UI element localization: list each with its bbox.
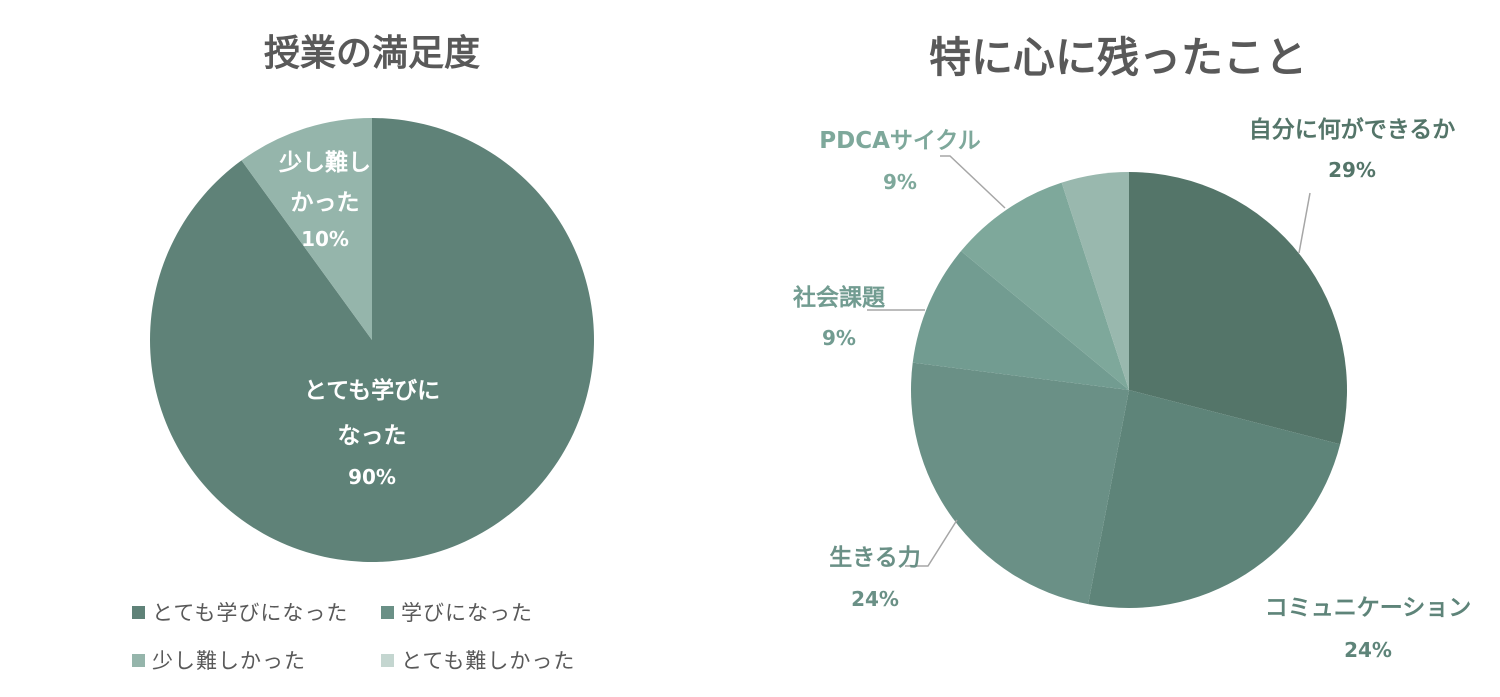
slice-0-percent: 90% xyxy=(348,465,396,489)
slice-0-label-line-1: とても学びに xyxy=(304,377,440,404)
impression-slice-3 xyxy=(912,251,1129,390)
legend-swatch-1 xyxy=(381,606,394,619)
impression-slice-5 xyxy=(1061,172,1129,390)
pct-communication: 24% xyxy=(1344,638,1392,662)
legend-label-1: 学びになった xyxy=(401,601,533,625)
satisfaction-slices xyxy=(150,118,594,562)
legend-item-2: 少し難しかった xyxy=(132,649,306,673)
pct-shakai: 9% xyxy=(822,326,856,350)
label-jibun: 自分に何ができるか xyxy=(1249,116,1456,143)
impression-label-2: 生きる力 24% xyxy=(829,545,921,611)
impression-slice-0 xyxy=(1129,172,1347,445)
legend-item-3: とても難しかった xyxy=(381,649,575,673)
impression-slice-1 xyxy=(1088,390,1341,608)
legend-item-0: とても学びになった xyxy=(132,601,348,625)
label-ikiru: 生きる力 xyxy=(829,545,921,571)
legend-item-1: 学びになった xyxy=(381,601,533,625)
slice-0-label-line-2: なった xyxy=(338,423,407,449)
impression-chart-title: 特に心に残ったこと xyxy=(929,33,1307,82)
pct-jibun: 29% xyxy=(1328,158,1376,182)
leader-line-2 xyxy=(905,519,958,567)
impression-slices xyxy=(910,172,1347,608)
satisfaction-legend: とても学びになった 学びになった 少し難しかった とても難しかった xyxy=(132,601,575,673)
impression-slice-4 xyxy=(961,182,1129,390)
leader-line-4 xyxy=(940,155,1006,209)
satisfaction-slice-label-1: 少し難し かった 10% xyxy=(278,149,371,251)
legend-label-3: とても難しかった xyxy=(401,649,575,673)
pct-pdca: 9% xyxy=(883,170,917,194)
impression-leader-lines xyxy=(867,155,1311,567)
impression-slice-2 xyxy=(910,362,1129,605)
slice-1-label-line-1: 少し難し xyxy=(278,149,371,176)
pct-ikiru: 24% xyxy=(851,587,899,611)
impression-label-3: 社会課題 9% xyxy=(793,284,886,350)
impression-chart: 特に心に残ったこと 自分に何ができるか 29% コミュニケーション 24% 生き… xyxy=(793,33,1471,662)
legend-swatch-0 xyxy=(132,606,145,619)
slice-1-label-line-2: かった xyxy=(291,190,360,216)
satisfaction-slice-label-0: とても学びに なった 90% xyxy=(304,377,440,489)
satisfaction-chart-title: 授業の満足度 xyxy=(264,33,480,74)
label-shakai: 社会課題 xyxy=(793,284,886,311)
leader-line-0 xyxy=(1298,192,1311,254)
impression-label-0: 自分に何ができるか 29% xyxy=(1249,116,1456,182)
legend-swatch-3 xyxy=(381,654,394,667)
legend-swatch-2 xyxy=(132,654,145,667)
impression-label-1: コミュニケーション 24% xyxy=(1265,595,1472,662)
legend-label-2: 少し難しかった xyxy=(152,649,306,673)
impression-label-4: PDCAサイクル 9% xyxy=(819,128,980,194)
label-communication: コミュニケーション xyxy=(1265,595,1472,621)
satisfaction-slice-1 xyxy=(241,118,372,340)
legend-label-0: とても学びになった xyxy=(152,601,348,625)
satisfaction-chart: 授業の満足度 とても学びに なった 90% 少し難し かった 10% とても学び… xyxy=(132,33,594,673)
slice-1-percent: 10% xyxy=(301,227,349,251)
label-pdca: PDCAサイクル xyxy=(819,128,980,154)
